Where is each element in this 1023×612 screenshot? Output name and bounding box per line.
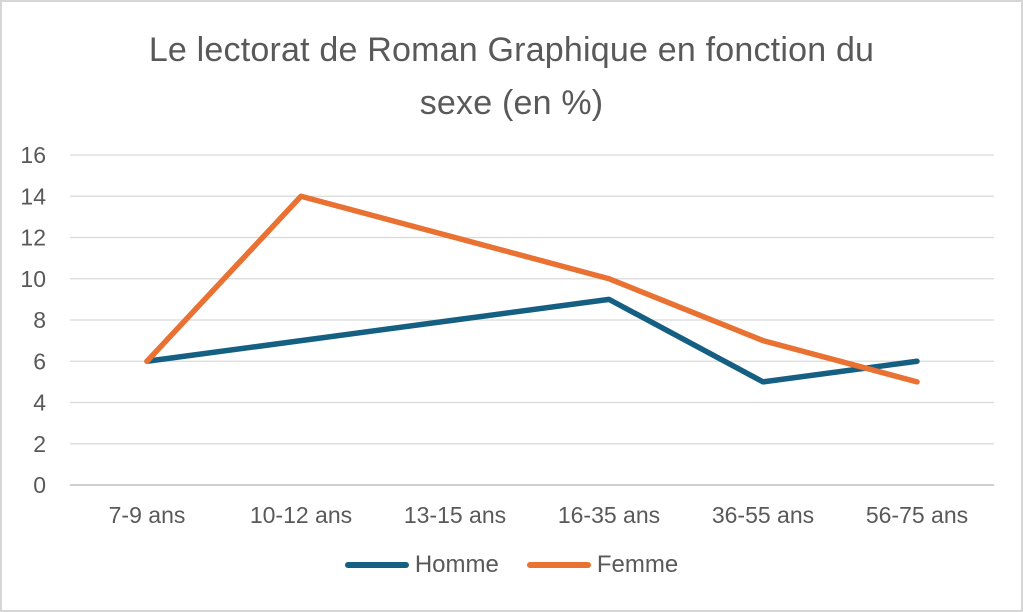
legend: Homme Femme	[2, 553, 1021, 577]
x-axis-label-4: 36-55 ans	[712, 502, 814, 528]
y-tick-label-12: 12	[20, 225, 46, 251]
series-line-homme	[144, 296, 920, 385]
chart-title-line-1: Le lectorat de Roman Graphique en foncti…	[148, 31, 875, 69]
series-line-femme	[144, 193, 920, 385]
x-axis-label-3: 16-35 ans	[558, 502, 660, 528]
y-tick-label-2: 2	[33, 431, 46, 457]
legend-label-homme: Homme	[414, 551, 499, 578]
x-axis-label-2: 13-15 ans	[404, 502, 506, 528]
legend-item-homme: Homme	[344, 551, 499, 578]
y-tick-label-4: 4	[33, 390, 46, 416]
y-tick-label-14: 14	[20, 183, 46, 209]
legend-swatch-homme	[344, 562, 409, 568]
legend-label-femme: Femme	[596, 551, 679, 578]
legend-item-femme: Femme	[526, 551, 679, 578]
chart-title: Le lectorat de Roman Graphique en foncti…	[2, 24, 1021, 130]
chart-title-line-2: sexe (en %)	[419, 84, 604, 122]
y-tick-label-8: 8	[33, 307, 46, 333]
x-axis-label-5: 56-75 ans	[866, 502, 968, 528]
y-tick-label-0: 0	[33, 472, 46, 498]
y-tick-label-10: 10	[20, 266, 46, 292]
x-axis-label-0: 7-9 ans	[109, 502, 186, 528]
x-axis-label-1: 10-12 ans	[250, 502, 352, 528]
legend-swatch-femme	[526, 562, 591, 568]
y-tick-label-16: 16	[20, 142, 46, 168]
y-tick-label-6: 6	[33, 348, 46, 374]
